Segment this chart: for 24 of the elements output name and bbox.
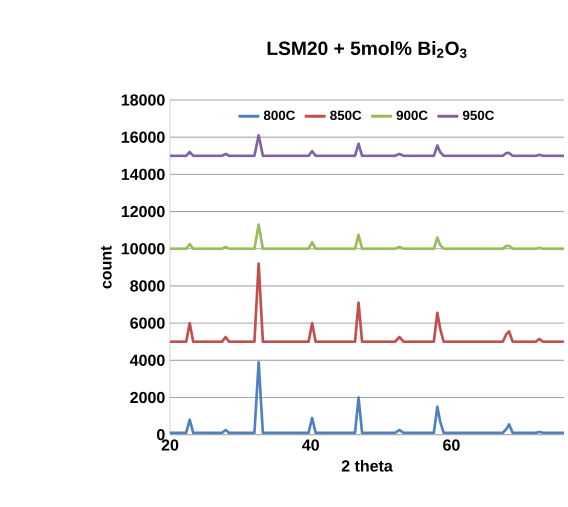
x-axis-title: 2 theta (342, 460, 393, 472)
legend-label: 850C (330, 110, 362, 120)
line-series (170, 223, 564, 250)
line-series (170, 360, 564, 434)
y-tick-label: 10000 (122, 243, 165, 255)
x-tick-label: 60 (443, 440, 460, 451)
legend-label: 900C (396, 110, 428, 120)
y-tick-label: 12000 (122, 206, 165, 218)
y-tick-label: 4000 (130, 354, 165, 366)
y-tick-label: 18000 (122, 94, 165, 106)
chart-title: LSM20 + 5mol% Bi$_{2}$O$_{3}$ (268, 41, 466, 58)
x-tick-label: 40 (302, 440, 319, 451)
y-tick-label: 6000 (130, 318, 165, 329)
y-tick-label: 16000 (122, 132, 165, 144)
line-series (170, 262, 564, 344)
x-tick-label: 20 (162, 440, 178, 451)
line-series (170, 134, 564, 158)
y-tick-label: 8000 (130, 280, 165, 292)
legend-label: 950C (462, 110, 494, 120)
y-tick-label: 14000 (122, 168, 165, 180)
legend-label: 800C (264, 110, 295, 120)
y-axis-title: count (101, 246, 112, 289)
y-tick-label: 0 (157, 429, 165, 440)
y-tick-label: 2000 (130, 392, 165, 404)
